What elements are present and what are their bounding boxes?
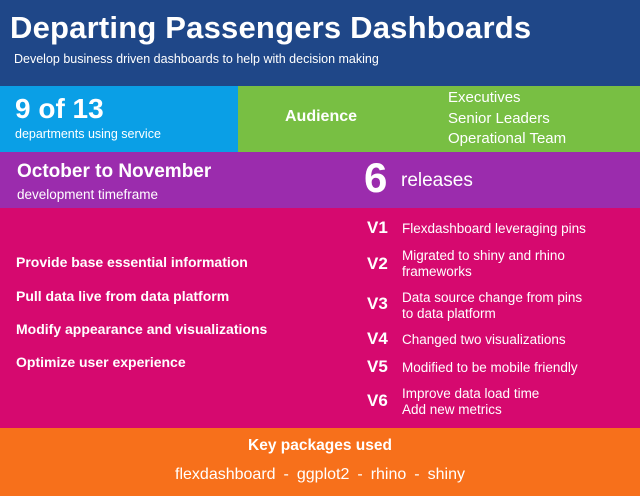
page-subtitle: Develop business driven dashboards to he… [14, 52, 379, 66]
audience-panel: Audience Executives Senior Leaders Opera… [238, 86, 640, 152]
releases-label: releases [401, 170, 473, 191]
version-label: V6 [367, 391, 388, 410]
version-label: V4 [367, 329, 388, 348]
timeframe-value: October to November [17, 161, 212, 182]
audience-item: Operational Team [448, 130, 567, 147]
version-description: Modified to be mobile friendly [402, 360, 578, 375]
packages-footer: Key packages used flexdashboard - ggplot2-… [0, 428, 640, 496]
version-description: Changed two visualizations [402, 332, 566, 347]
goal-item: Pull data live from data platform [16, 288, 230, 304]
page-title: Departing Passengers Dashboards [10, 10, 532, 45]
departments-label: departments using service [15, 127, 161, 141]
header-banner: Departing Passengers Dashboards Develop … [0, 0, 640, 86]
version-label: V1 [367, 218, 388, 237]
version-description: Data source change from pins to data pla… [402, 290, 583, 321]
goals-versions-panel: Provide base essential information Pull … [0, 208, 640, 428]
releases-count: 6 [364, 154, 388, 201]
version-label: V3 [367, 294, 388, 313]
package-item: ggplot2 [296, 466, 350, 483]
package-item: rhino [370, 466, 407, 483]
package-item: shiny [427, 466, 465, 483]
goal-item: Modify appearance and visualizations [16, 321, 268, 337]
version-description: Flexdashboard leveraging pins [402, 221, 586, 236]
audience-label: Audience [285, 108, 358, 125]
package-separator: - [283, 466, 289, 483]
goal-item: Provide base essential information [16, 254, 248, 270]
package-item: flexdashboard [175, 466, 276, 483]
departments-panel: 9 of 13 departments using service [0, 86, 238, 152]
version-label: V5 [367, 357, 388, 376]
packages-title: Key packages used [248, 437, 392, 454]
version-description: Migrated to shiny and rhino frameworks [402, 248, 565, 279]
version-description: Improve data load time Add new metrics [402, 386, 540, 417]
audience-item: Executives [448, 89, 521, 106]
timeframe-label: development timeframe [17, 187, 159, 202]
timeframe-row: October to November development timefram… [0, 152, 640, 208]
summary-row: 9 of 13 departments using service Audien… [0, 86, 640, 152]
audience-list: Executives Senior Leaders Operational Te… [448, 88, 566, 150]
version-label: V2 [367, 254, 388, 273]
package-separator: - [357, 466, 363, 483]
audience-item: Senior Leaders [448, 109, 550, 127]
package-separator: - [414, 466, 420, 483]
packages-list: flexdashboard - ggplot2- rhino - shiny [0, 466, 640, 484]
goal-item: Optimize user experience [16, 354, 186, 370]
departments-value: 9 of 13 [15, 93, 104, 124]
